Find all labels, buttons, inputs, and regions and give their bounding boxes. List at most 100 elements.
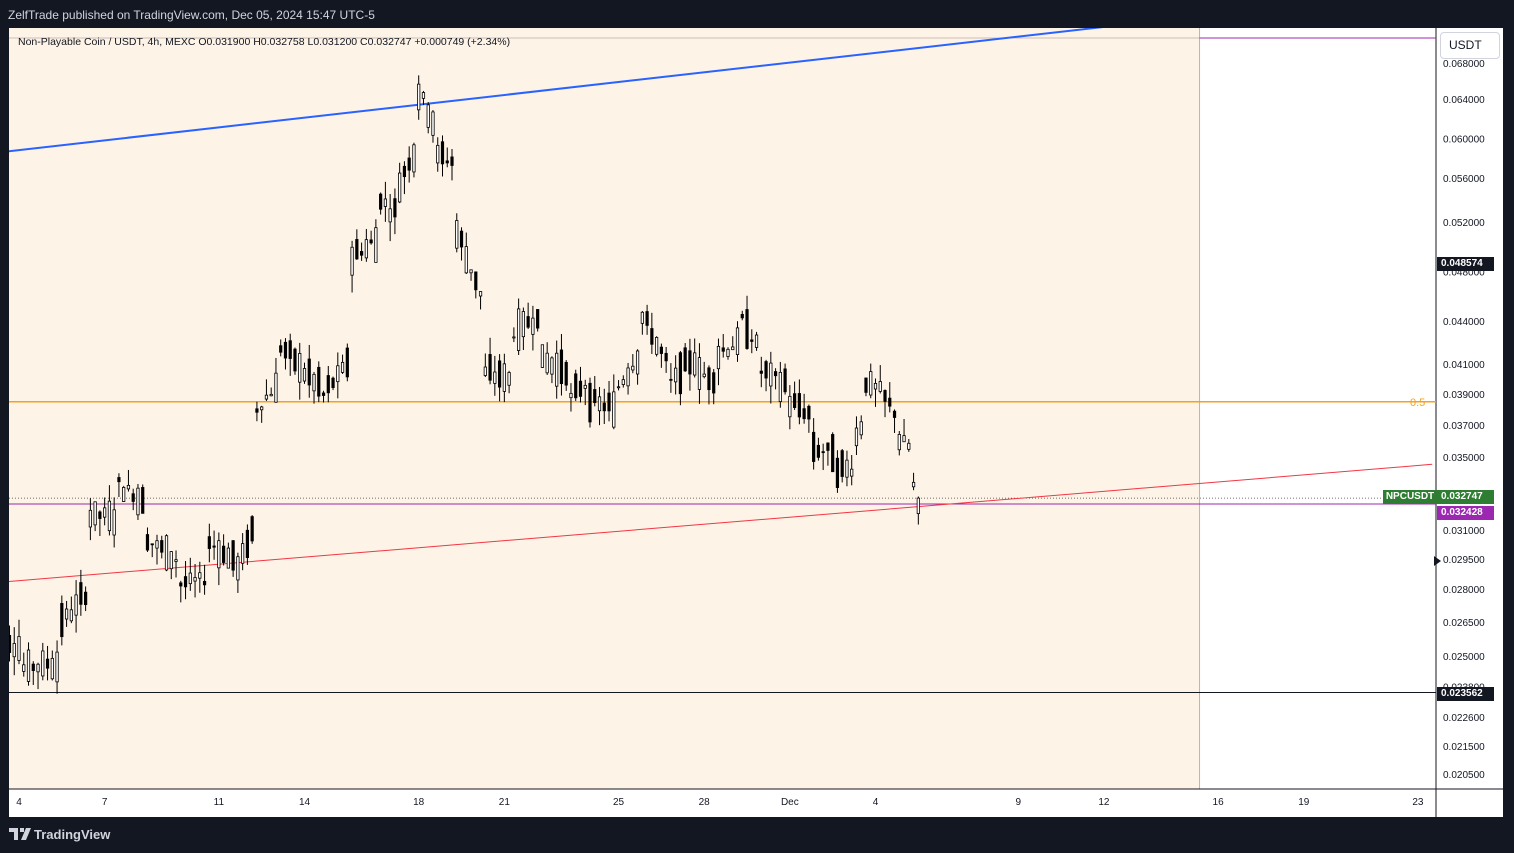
- candle-body: [702, 373, 706, 378]
- x-tick-label: 16: [1213, 797, 1225, 808]
- candle-body: [26, 649, 31, 682]
- candle-body: [12, 643, 16, 658]
- candle-body: [431, 111, 435, 136]
- candle-body: [93, 501, 97, 526]
- candle-body: [345, 347, 349, 378]
- x-tick-label: 11: [214, 797, 225, 808]
- footer-bar: [0, 817, 1514, 853]
- candle-body: [131, 493, 135, 502]
- candle-body: [816, 444, 821, 458]
- candle-body: [764, 361, 768, 379]
- candle-body: [536, 309, 540, 329]
- candle-body: [892, 410, 897, 418]
- candle-body: [245, 529, 249, 558]
- candle-body: [545, 352, 549, 374]
- candle-body: [502, 363, 506, 392]
- purple-level-price-tag: 0.032428: [1437, 506, 1494, 520]
- y-tick-label: 0.056000: [1443, 174, 1485, 185]
- candle-body: [69, 609, 73, 622]
- candle-body: [374, 227, 378, 263]
- candle-body: [279, 345, 283, 353]
- last-price-tag: 0.032747: [1437, 490, 1494, 504]
- candle-body: [840, 450, 844, 477]
- candle-body: [321, 392, 326, 396]
- candle-body: [179, 582, 183, 587]
- candle-body: [383, 198, 387, 207]
- candle-body: [655, 337, 659, 355]
- candle-body: [393, 198, 397, 218]
- candle-body: [364, 239, 368, 259]
- tradingview-brand[interactable]: TradingView: [34, 827, 111, 842]
- candle-body: [169, 551, 173, 570]
- candle-body: [564, 361, 568, 386]
- candle-body: [569, 392, 573, 399]
- candle-body: [50, 657, 54, 680]
- candle-body: [574, 373, 578, 399]
- candle-body: [688, 350, 692, 375]
- candle-body: [640, 311, 644, 324]
- candle-body: [897, 434, 901, 451]
- candle-body: [198, 572, 202, 579]
- candle-body: [469, 269, 473, 274]
- candle-body: [878, 381, 882, 392]
- publish-header: ZelfTrade published on TradingView.com, …: [0, 0, 1514, 28]
- candle-body: [555, 352, 559, 387]
- x-tick-label: 4: [873, 797, 879, 808]
- y-tick-label: 0.060000: [1443, 135, 1485, 146]
- candle-body: [236, 556, 240, 581]
- candle-body: [436, 144, 440, 164]
- candle-body: [55, 651, 59, 683]
- candle-body: [521, 311, 525, 338]
- x-tick-label: 14: [299, 797, 311, 808]
- candle-body: [45, 658, 50, 669]
- candle-body: [693, 352, 697, 376]
- candle-body: [864, 377, 868, 393]
- candle-body: [735, 327, 740, 355]
- candle-body: [298, 353, 302, 383]
- candle-body: [712, 372, 716, 394]
- y-tick-label: 0.037000: [1443, 421, 1485, 432]
- candle-body: [388, 208, 392, 223]
- candle-body: [607, 392, 611, 412]
- candle-body: [902, 435, 906, 443]
- y-tick-label: 0.025000: [1443, 652, 1485, 663]
- x-tick-label: 18: [413, 797, 425, 808]
- tradingview-logo-icon[interactable]: [9, 826, 35, 842]
- candle-body: [740, 313, 744, 319]
- candle-body: [88, 509, 92, 528]
- candle-body: [474, 271, 478, 291]
- candle-body: [222, 545, 226, 563]
- candle-body: [60, 603, 64, 638]
- candle-body: [402, 165, 407, 178]
- scroll-to-realtime-icon[interactable]: [1434, 556, 1441, 566]
- candle-body: [578, 380, 583, 397]
- candle-body: [207, 536, 211, 549]
- candle-body: [550, 357, 554, 375]
- y-tick-label: 0.064000: [1443, 95, 1485, 106]
- candle-body: [635, 350, 640, 375]
- candle-body: [193, 577, 197, 582]
- y-tick-label: 0.031000: [1443, 526, 1485, 537]
- candle-body: [478, 291, 483, 297]
- candle-body: [202, 580, 207, 586]
- candle-body: [241, 543, 245, 564]
- currency-button[interactable]: USDT: [1440, 32, 1500, 59]
- candle-body: [160, 540, 164, 553]
- trendline-blue-resistance: [9, 28, 1104, 153]
- candle-body: [783, 368, 787, 393]
- y-tick-label: 0.041000: [1443, 360, 1485, 371]
- candle-body: [155, 540, 159, 549]
- candle-body: [84, 591, 88, 606]
- chart-frame[interactable]: 0.5 0.068000 0.064000 0.060000 0.056000 0.052…: [9, 28, 1503, 817]
- candle-body: [593, 389, 597, 404]
- candle-body: [559, 349, 564, 385]
- candle-body: [835, 457, 840, 488]
- candle-body: [612, 391, 616, 428]
- candle-body: [164, 535, 169, 571]
- candle-body: [350, 246, 354, 276]
- candle-body: [854, 427, 859, 447]
- candle-body: [274, 372, 278, 403]
- price-chart[interactable]: 0.5 0.068000 0.064000 0.060000 0.056000 0.052…: [9, 28, 1503, 817]
- candle-body: [883, 390, 887, 402]
- candle-body: [426, 104, 430, 128]
